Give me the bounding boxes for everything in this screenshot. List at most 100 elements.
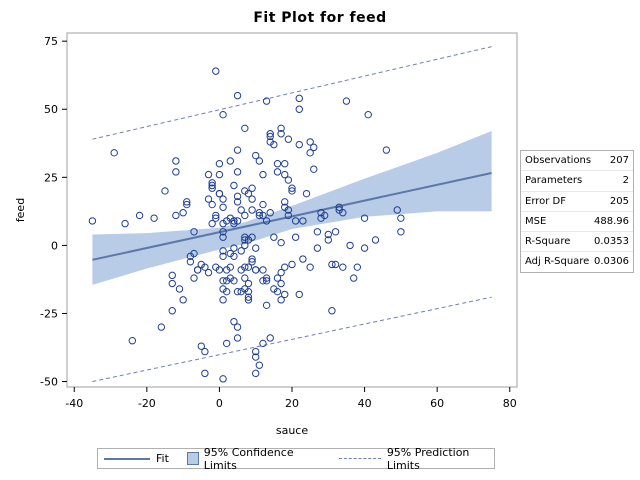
data-point xyxy=(382,146,391,154)
data-point xyxy=(277,238,285,247)
x-tick-label: -40 xyxy=(65,397,83,410)
prediction-upper-line xyxy=(92,46,492,140)
data-point xyxy=(397,214,405,222)
data-point xyxy=(241,124,249,133)
data-point xyxy=(172,211,180,220)
data-point xyxy=(233,323,242,331)
stat-value: 2 xyxy=(622,175,629,187)
data-point xyxy=(226,263,235,271)
data-point xyxy=(212,211,220,220)
data-point xyxy=(266,130,274,138)
data-point xyxy=(128,337,137,345)
data-point xyxy=(252,347,260,356)
stat-row: Adj R-Square 0.0306 xyxy=(521,251,633,271)
data-point xyxy=(172,168,180,176)
data-point xyxy=(222,287,231,296)
data-point xyxy=(331,260,340,269)
data-point xyxy=(215,189,224,198)
stat-row: R-Square 0.0353 xyxy=(521,231,633,251)
data-point xyxy=(204,268,213,277)
data-point xyxy=(339,209,347,217)
data-point xyxy=(179,209,187,217)
data-point xyxy=(88,217,97,225)
data-point xyxy=(201,369,209,378)
data-point xyxy=(215,266,224,274)
data-point xyxy=(313,228,322,236)
data-point xyxy=(226,157,235,165)
data-point xyxy=(219,195,227,203)
data-point xyxy=(295,140,303,149)
data-point xyxy=(273,168,282,176)
data-point xyxy=(346,241,354,250)
legend-prediction-label: 95% Prediction Limits xyxy=(386,445,470,472)
data-point xyxy=(233,287,242,296)
data-point xyxy=(270,233,278,241)
data-point xyxy=(306,138,314,146)
data-point xyxy=(241,241,249,250)
data-point xyxy=(219,252,227,260)
data-point xyxy=(313,244,322,252)
data-point xyxy=(266,334,274,342)
data-point xyxy=(237,247,245,255)
data-point xyxy=(328,260,336,269)
data-point xyxy=(208,179,216,187)
data-point xyxy=(208,219,216,228)
data-point xyxy=(190,228,198,236)
data-point xyxy=(284,176,293,184)
data-point xyxy=(244,279,253,288)
data-point xyxy=(306,263,314,271)
data-point xyxy=(288,260,296,269)
data-point xyxy=(241,211,249,220)
data-point xyxy=(393,206,401,214)
data-point xyxy=(212,214,220,222)
legend-confidence-label: 95% Confidence Limits xyxy=(203,445,294,472)
data-point xyxy=(262,277,271,285)
data-point xyxy=(230,244,238,252)
data-point xyxy=(262,217,271,225)
data-point xyxy=(208,200,216,209)
fit-line xyxy=(92,171,492,261)
data-point xyxy=(233,91,242,100)
data-point xyxy=(190,249,198,258)
data-point xyxy=(262,274,271,282)
data-point xyxy=(310,165,318,173)
data-point xyxy=(295,105,303,113)
data-point xyxy=(230,277,238,285)
data-point xyxy=(273,274,282,282)
x-tick-label: 60 xyxy=(430,397,444,410)
y-tick-label: -50 xyxy=(40,376,58,389)
data-point xyxy=(168,307,176,315)
data-point xyxy=(244,263,253,271)
x-axis-label: sauce xyxy=(276,424,308,437)
data-point xyxy=(241,263,249,271)
data-point xyxy=(230,252,238,260)
data-point xyxy=(259,200,267,209)
data-point xyxy=(252,151,260,160)
data-point xyxy=(364,110,372,119)
data-point xyxy=(339,263,347,271)
data-point xyxy=(273,287,282,296)
data-point xyxy=(233,217,242,225)
y-tick-label: 75 xyxy=(44,35,58,48)
stat-row: Error DF 205 xyxy=(521,190,633,211)
legend-fit: Fit xyxy=(104,452,169,465)
data-point xyxy=(360,214,369,222)
data-point xyxy=(284,135,293,143)
data-point xyxy=(208,181,216,190)
data-point xyxy=(281,198,289,206)
data-point xyxy=(237,206,245,214)
data-point xyxy=(219,277,227,285)
data-point xyxy=(193,266,202,274)
data-point xyxy=(353,263,362,271)
data-point xyxy=(302,189,311,198)
data-point xyxy=(371,236,380,244)
data-point xyxy=(201,347,209,356)
data-point xyxy=(204,170,213,179)
y-tick-label: 50 xyxy=(44,103,58,116)
data-point xyxy=(360,244,369,252)
data-point xyxy=(306,149,314,157)
data-point xyxy=(168,279,176,288)
stat-value: 205 xyxy=(609,195,629,207)
data-point xyxy=(241,236,249,244)
